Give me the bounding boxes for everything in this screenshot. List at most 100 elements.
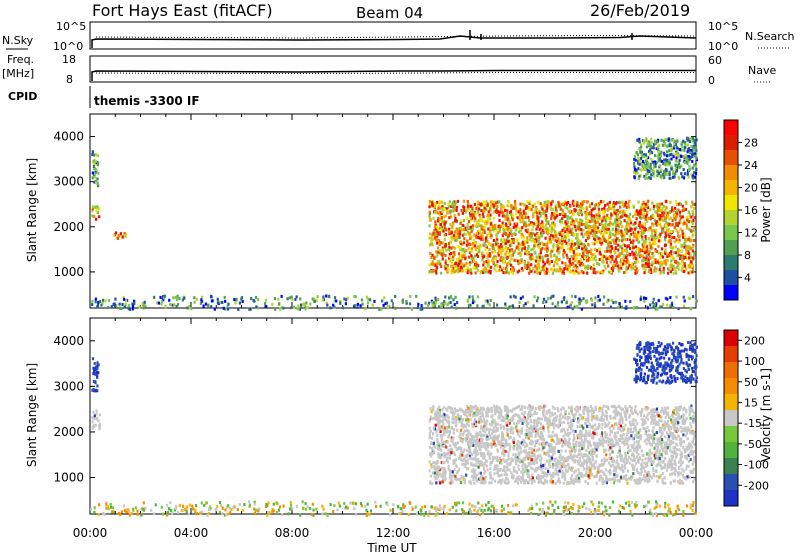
echo-cell bbox=[695, 148, 698, 152]
echo-cell bbox=[450, 271, 454, 275]
echo-cell bbox=[518, 261, 521, 265]
echo-cell bbox=[639, 295, 643, 299]
echo-cell bbox=[585, 200, 588, 204]
echo-cell bbox=[520, 249, 523, 253]
echo-cell bbox=[565, 222, 568, 226]
echo-cell bbox=[543, 478, 547, 482]
echo-cell bbox=[657, 153, 661, 157]
echo-cell bbox=[460, 208, 463, 212]
echo-cell bbox=[570, 255, 573, 259]
echo-cell bbox=[455, 261, 458, 265]
echo-cell bbox=[468, 437, 471, 441]
echo-cell bbox=[528, 267, 531, 271]
echo-cell bbox=[631, 422, 634, 426]
echo-cell bbox=[598, 222, 601, 226]
echo-cell bbox=[604, 216, 608, 220]
echo-cell bbox=[631, 241, 634, 245]
echo-cell bbox=[476, 250, 479, 254]
echo-cell bbox=[596, 229, 599, 233]
echo-cell bbox=[647, 216, 650, 220]
echo-cell bbox=[606, 423, 609, 427]
echo-cell bbox=[291, 298, 294, 302]
echo-cell bbox=[483, 419, 486, 423]
echo-cell bbox=[440, 200, 444, 204]
echo-cell bbox=[671, 472, 674, 476]
echo-cell bbox=[689, 155, 692, 159]
echo-cell bbox=[575, 204, 578, 208]
echo-cell bbox=[571, 261, 575, 265]
echo-cell bbox=[511, 234, 514, 238]
echo-cell bbox=[657, 258, 660, 262]
echo-cell bbox=[458, 420, 461, 424]
echo-cell bbox=[508, 305, 511, 309]
echo-cell bbox=[644, 217, 647, 221]
echo-cell bbox=[480, 209, 483, 213]
echo-cell bbox=[114, 231, 118, 235]
echo-cell bbox=[91, 176, 94, 180]
echo-cell bbox=[474, 241, 477, 245]
echo-cell bbox=[598, 210, 601, 214]
echo-cell bbox=[502, 211, 505, 215]
echo-cell bbox=[506, 481, 509, 485]
echo-cell bbox=[646, 262, 649, 266]
echo-cell bbox=[687, 249, 690, 253]
echo-cell bbox=[448, 245, 451, 249]
echo-cell bbox=[553, 458, 557, 462]
echo-cell bbox=[438, 231, 441, 235]
echo-cell bbox=[518, 230, 521, 234]
echo-cell bbox=[648, 169, 651, 173]
echo-cell bbox=[653, 266, 656, 270]
echo-cell bbox=[481, 414, 484, 418]
echo-cell bbox=[504, 252, 507, 256]
echo-cell bbox=[592, 231, 596, 235]
echo-cell bbox=[670, 146, 673, 150]
echo-cell bbox=[528, 231, 531, 235]
echo-cell bbox=[449, 240, 452, 244]
echo-cell bbox=[559, 453, 562, 457]
echo-cell bbox=[521, 268, 524, 272]
echo-cell bbox=[656, 307, 659, 311]
echo-cell bbox=[570, 232, 573, 236]
echo-cell bbox=[635, 238, 638, 242]
echo-cell bbox=[691, 270, 694, 274]
echo-cell bbox=[535, 267, 539, 271]
echo-cell bbox=[637, 445, 640, 449]
echo-cell bbox=[618, 231, 621, 235]
echo-cell bbox=[680, 269, 683, 273]
echo-cell bbox=[665, 206, 668, 210]
echo-cell bbox=[627, 477, 631, 481]
echo-cell bbox=[448, 204, 451, 208]
echo-cell bbox=[544, 223, 548, 227]
echo-cell bbox=[112, 303, 115, 307]
echo-cell bbox=[570, 247, 573, 251]
echo-cell bbox=[428, 236, 431, 240]
echo-cell bbox=[686, 215, 689, 219]
echo-cell bbox=[546, 421, 549, 425]
echo-cell bbox=[226, 307, 230, 311]
echo-cell bbox=[688, 296, 692, 300]
echo-cell bbox=[558, 250, 561, 254]
echo-cell bbox=[609, 231, 612, 235]
echo-cell bbox=[440, 271, 443, 275]
echo-cell bbox=[507, 240, 510, 244]
echo-cell bbox=[578, 221, 581, 225]
echo-cell bbox=[626, 214, 629, 218]
echo-cell bbox=[686, 237, 689, 241]
echo-cell bbox=[618, 480, 621, 484]
echo-cell bbox=[550, 214, 553, 218]
echo-cell bbox=[313, 297, 316, 301]
echo-cell bbox=[94, 381, 97, 385]
echo-cell bbox=[684, 142, 687, 146]
echo-cell bbox=[580, 454, 583, 458]
echo-cell bbox=[680, 141, 683, 145]
echo-cell bbox=[488, 422, 491, 426]
echo-cell bbox=[681, 421, 684, 425]
echo-cell bbox=[647, 258, 650, 262]
echo-cell bbox=[434, 412, 437, 416]
echo-cell bbox=[601, 423, 604, 427]
echo-cell bbox=[431, 253, 434, 257]
echo-cell bbox=[548, 417, 551, 421]
echo-cell bbox=[617, 248, 620, 252]
echo-cell bbox=[446, 265, 449, 269]
